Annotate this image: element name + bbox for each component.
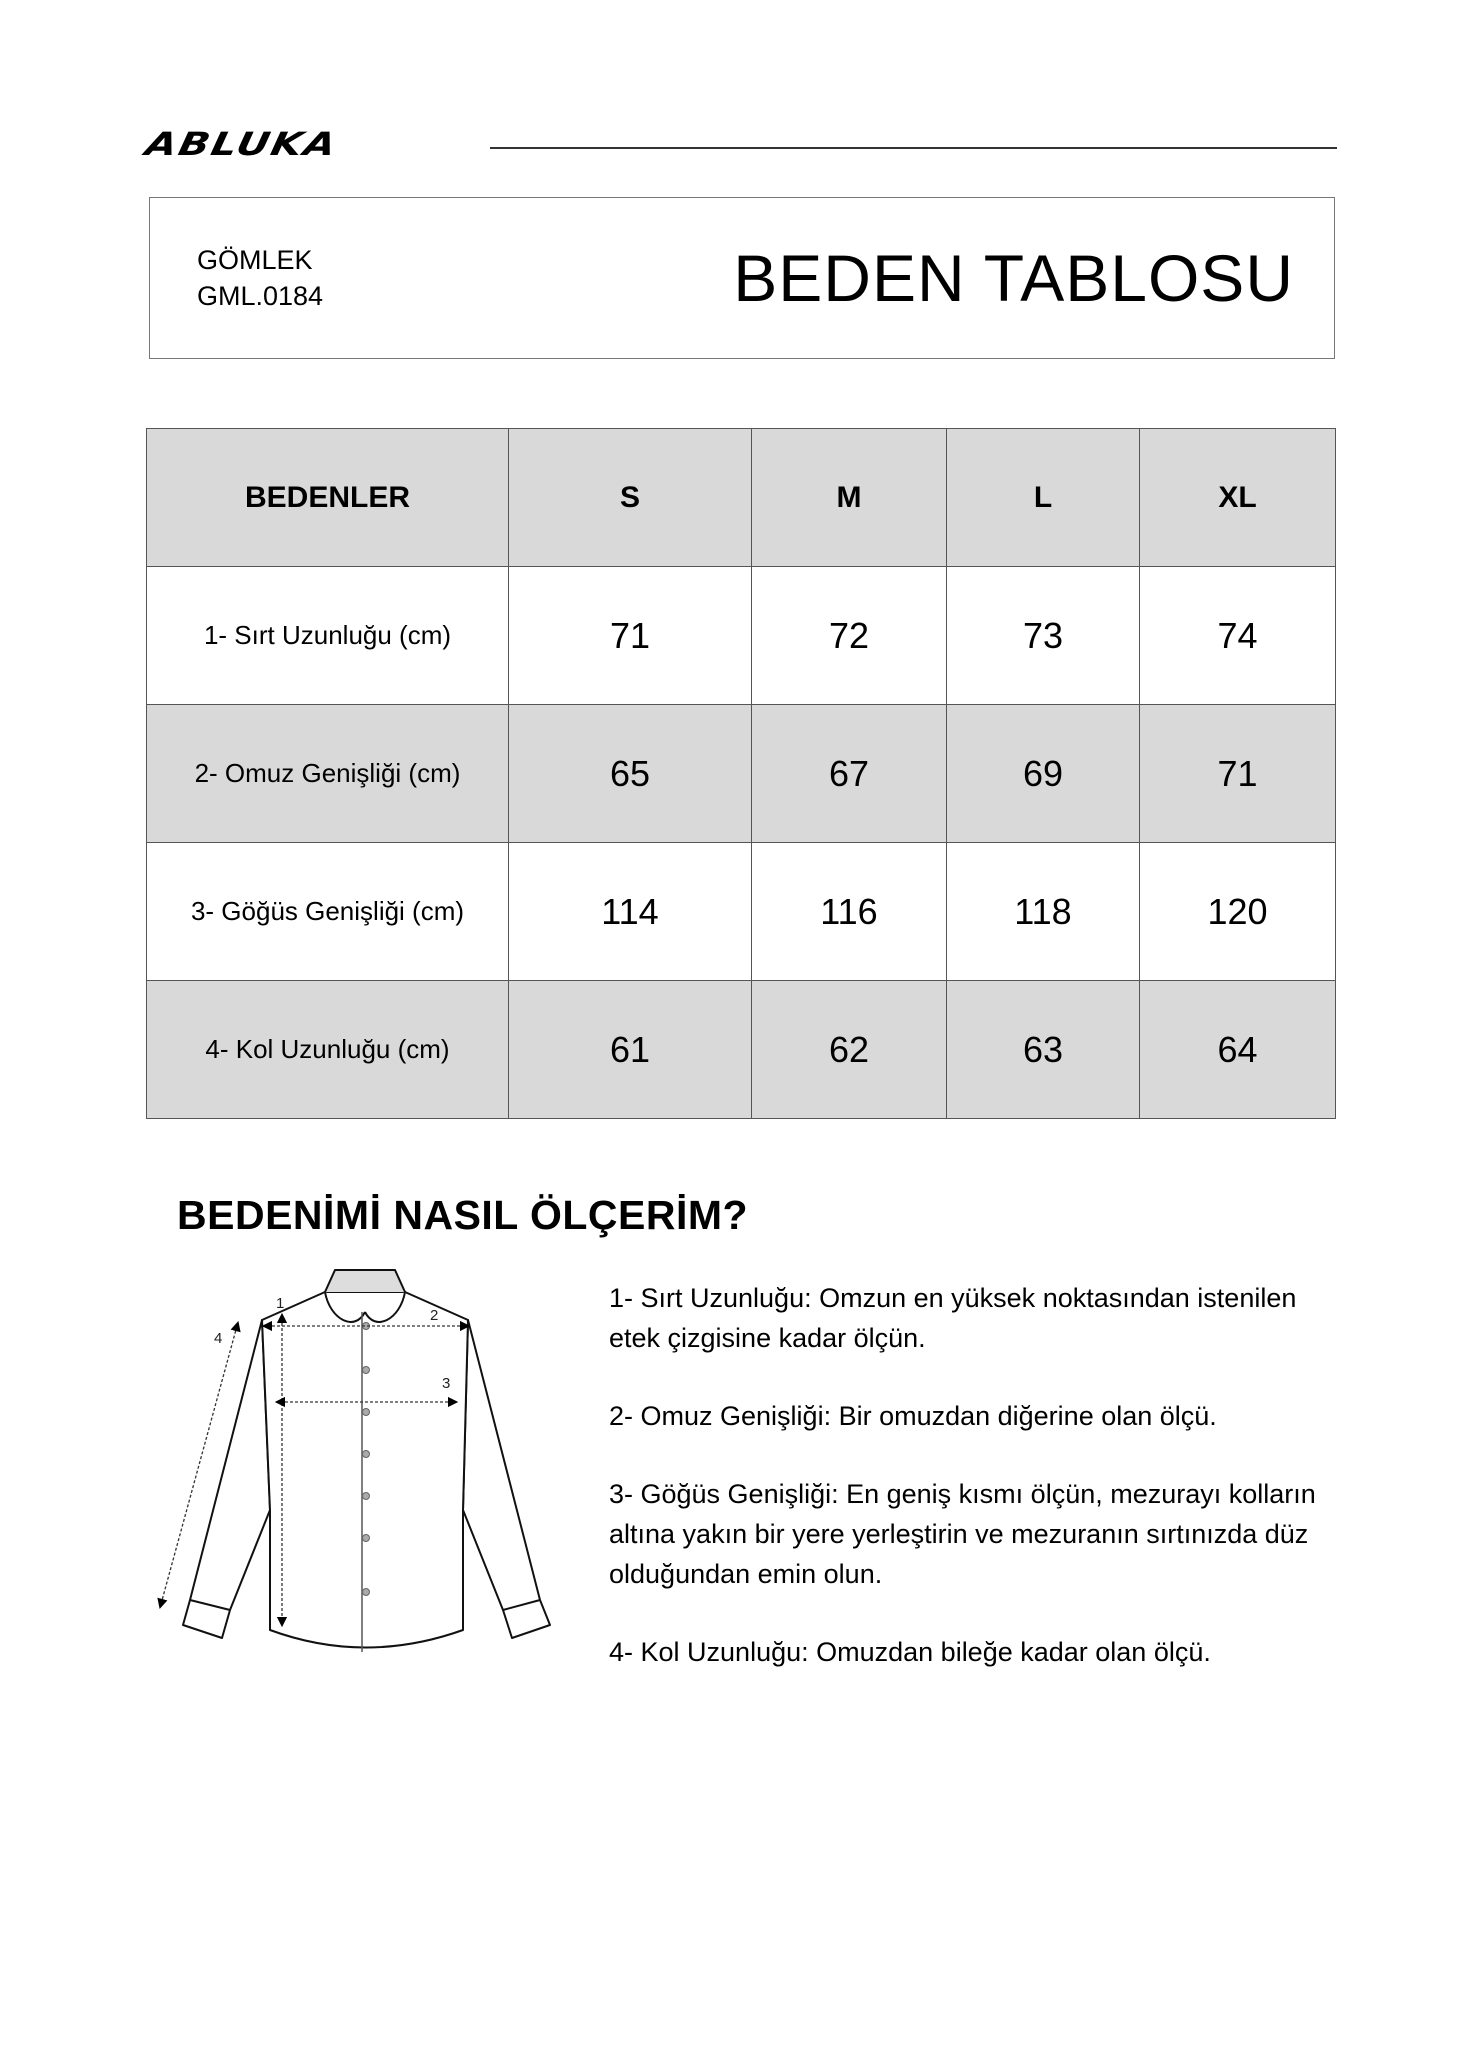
product-info: GÖMLEK GML.0184 [197,242,323,314]
cell: 63 [946,980,1140,1119]
collar-right [364,1291,406,1323]
title-box: GÖMLEK GML.0184 BEDEN TABLOSU [149,197,1335,359]
right-sleeve [462,1319,551,1639]
table-row: 3- Göğüs Genişliği (cm) 114 116 118 120 [146,842,1336,981]
cell: 65 [508,704,752,843]
left-sleeve [182,1319,271,1639]
sleeve-length-arrow [157,1320,241,1610]
cell: 62 [751,980,947,1119]
cell: 69 [946,704,1140,843]
measurement-instructions: 1- Sırt Uzunluğu: Omzun en yüksek noktas… [609,1278,1329,1710]
guide-heading: BEDENİMİ NASIL ÖLÇERİM? [177,1192,749,1238]
row-label: 3- Göğüs Genişliği (cm) [146,842,509,981]
collar-band [324,1269,406,1293]
cell: 74 [1139,566,1336,705]
column-header: M [751,428,947,567]
shirt-body [261,1291,469,1649]
table-header-row: BEDENLER S M L XL [146,428,1336,567]
diagram-label: 4 [214,1330,222,1347]
row-label: 2- Omuz Genişliği (cm) [146,704,509,843]
table-row: 4- Kol Uzunluğu (cm) 61 62 63 64 [146,980,1336,1119]
cell: 116 [751,842,947,981]
diagram-label: 3 [442,1375,450,1392]
diagram-label: 1 [276,1295,284,1312]
column-header: BEDENLER [146,428,509,567]
column-header: S [508,428,752,567]
cell: 73 [946,566,1140,705]
table-row: 2- Omuz Genişliği (cm) 65 67 69 71 [146,704,1336,843]
diagram-label: 2 [430,1307,438,1324]
column-header: L [946,428,1140,567]
cell: 61 [508,980,752,1119]
shirt-measurement-diagram: 1 2 3 4 [157,1269,551,1652]
instruction-chest-width: 3- Göğüs Genişliği: En geniş kısmı ölçün… [609,1479,1316,1589]
cell: 64 [1139,980,1336,1119]
brand-logo: ABLUKA [142,126,342,163]
table-row: 1- Sırt Uzunluğu (cm) 71 72 73 74 [146,566,1336,705]
product-code: GML.0184 [197,281,324,311]
instruction-sleeve-length: 4- Kol Uzunluğu: Omuzdan bileğe kadar ol… [609,1637,1211,1667]
column-header: XL [1139,428,1336,567]
page-title: BEDEN TABLOSU [733,241,1294,315]
cell: 71 [1139,704,1336,843]
header-divider [490,147,1337,149]
row-label: 1- Sırt Uzunluğu (cm) [146,566,509,705]
cell: 114 [508,842,752,981]
cell: 72 [751,566,947,705]
instruction-back-length: 1- Sırt Uzunluğu: Omzun en yüksek noktas… [609,1283,1297,1353]
row-label: 4- Kol Uzunluğu (cm) [146,980,509,1119]
cell: 71 [508,566,752,705]
cell: 67 [751,704,947,843]
instruction-shoulder-width: 2- Omuz Genişliği: Bir omuzdan diğerine … [609,1401,1217,1431]
cell: 120 [1139,842,1336,981]
product-type: GÖMLEK [197,245,313,275]
cell: 118 [946,842,1140,981]
size-table: BEDENLER S M L XL 1- Sırt Uzunluğu (cm) … [146,428,1336,1119]
